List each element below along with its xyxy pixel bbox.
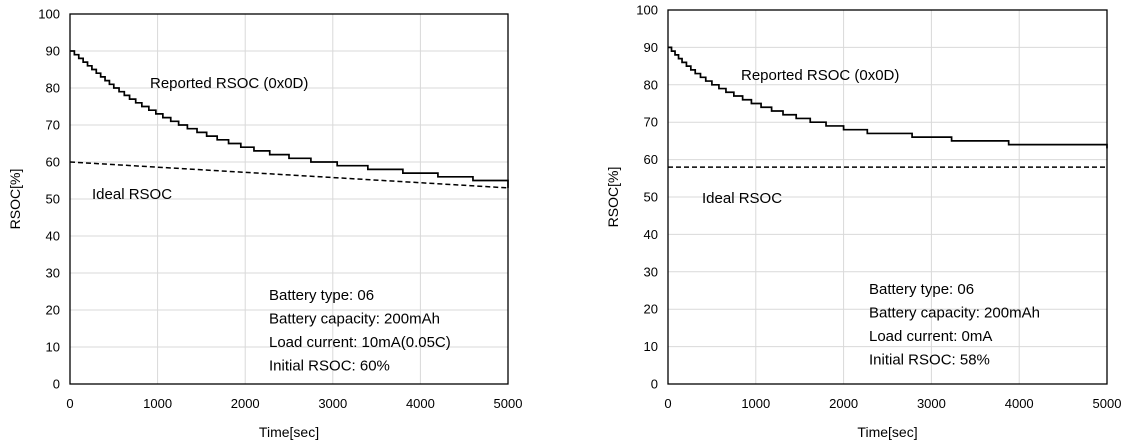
plot-frame bbox=[667, 9, 1108, 385]
y-tick-label: 60 bbox=[644, 152, 658, 167]
x-tick-label: 2000 bbox=[231, 396, 260, 411]
info-line: Battery capacity: 200mAh bbox=[869, 305, 1040, 322]
x-tick-label: 0 bbox=[66, 396, 73, 411]
info-line: Battery capacity: 200mAh bbox=[269, 311, 440, 328]
series-reported-rsoc bbox=[668, 46, 1108, 149]
y-tick-label: 100 bbox=[38, 7, 60, 22]
y-tick-label: 70 bbox=[644, 115, 658, 130]
y-tick-label: 50 bbox=[644, 190, 658, 205]
reported-rsoc-label: Reported RSOC (0x0D) bbox=[150, 75, 308, 92]
x-tick-label: 3000 bbox=[318, 396, 347, 411]
x-tick-label: 1000 bbox=[741, 396, 770, 411]
x-tick-label: 1000 bbox=[143, 396, 172, 411]
y-tick-label: 40 bbox=[644, 227, 658, 242]
y-tick-label: 40 bbox=[46, 229, 60, 244]
y-tick-label: 10 bbox=[644, 339, 658, 354]
y-tick-label: 30 bbox=[46, 266, 60, 281]
info-line: Load current: 0mA bbox=[869, 328, 992, 345]
info-line: Battery type: 06 bbox=[869, 281, 974, 298]
y-tick-label: 90 bbox=[46, 44, 60, 59]
x-tick-label: 2000 bbox=[829, 396, 858, 411]
x-axis-label: Time[sec] bbox=[259, 424, 319, 440]
x-axis-label: Time[sec] bbox=[857, 424, 917, 440]
y-axis-label: RSOC[%] bbox=[605, 167, 621, 228]
plot-frame bbox=[69, 13, 509, 385]
y-tick-label: 20 bbox=[46, 303, 60, 318]
info-line: Battery type: 06 bbox=[269, 287, 374, 304]
y-tick-label: 80 bbox=[46, 81, 60, 96]
x-tick-label: 5000 bbox=[494, 396, 523, 411]
x-tick-label: 4000 bbox=[1005, 396, 1034, 411]
y-tick-label: 100 bbox=[636, 3, 658, 18]
x-tick-label: 5000 bbox=[1093, 396, 1122, 411]
y-tick-label: 0 bbox=[53, 377, 60, 392]
y-tick-label: 10 bbox=[46, 340, 60, 355]
x-tick-label: 0 bbox=[664, 396, 671, 411]
series-ideal-rsoc bbox=[69, 161, 509, 189]
info-line: Initial RSOC: 58% bbox=[869, 352, 990, 369]
info-line: Load current: 10mA(0.05C) bbox=[269, 334, 451, 351]
x-tick-label: 4000 bbox=[406, 396, 435, 411]
reported-rsoc-label: Reported RSOC (0x0D) bbox=[741, 67, 899, 84]
info-line: Initial RSOC: 60% bbox=[269, 358, 390, 375]
ideal-rsoc-label: Ideal RSOC bbox=[92, 186, 172, 203]
series-reported-rsoc bbox=[70, 50, 509, 188]
y-tick-label: 90 bbox=[644, 40, 658, 55]
y-tick-label: 50 bbox=[46, 192, 60, 207]
ideal-rsoc-label: Ideal RSOC bbox=[702, 190, 782, 207]
x-tick-label: 3000 bbox=[917, 396, 946, 411]
y-axis-label: RSOC[%] bbox=[7, 169, 23, 230]
y-tick-label: 20 bbox=[644, 302, 658, 317]
y-tick-label: 30 bbox=[644, 264, 658, 279]
y-tick-label: 70 bbox=[46, 118, 60, 133]
y-tick-label: 0 bbox=[651, 377, 658, 392]
y-tick-label: 60 bbox=[46, 155, 60, 170]
y-tick-label: 80 bbox=[644, 77, 658, 92]
